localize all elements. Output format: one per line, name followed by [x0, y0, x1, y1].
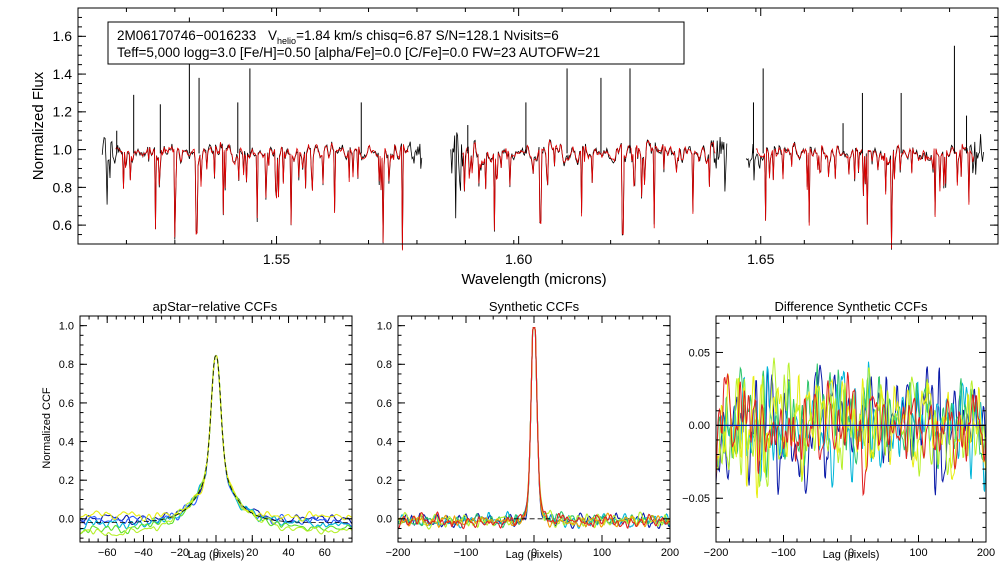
apstar-ccf-x-tick-label: −20: [170, 547, 189, 559]
synthetic-ccf-series-line: [398, 327, 670, 530]
spectrum-y-tick-label: 1.2: [53, 104, 73, 120]
synthetic-ccf-y-tick-label: 0.8: [377, 359, 392, 371]
apstar-ccf-x-axis-label: Lag (pixels): [188, 549, 245, 561]
synthetic-ccf-ticks: −200 −100 0 100 200 0.0 0.2 0.4 0.6 0.8 1.0: [377, 316, 679, 559]
apstar-ccf-x-tick-label: −60: [98, 547, 117, 559]
synthetic-ccf-y-tick-label: 0.0: [377, 514, 392, 526]
ccf1-clipped-group: [80, 354, 352, 537]
apstar-ccf-data-layer: [80, 354, 352, 537]
ccf2-clipped-group: [398, 327, 670, 530]
difference-ccf-x-tick-label: −200: [704, 547, 729, 559]
difference-ccf-data-layer: [716, 357, 986, 499]
annotation-line-1: 2M06170746−0016233 Vhelio=1.84 km/s chis…: [117, 28, 559, 46]
synthetic-ccf-x-tick-label: 0: [531, 547, 537, 559]
spectrum-ticks: 1.55 1.60 1.65 0.6 0.8 1.0 1.2 1.4 1.6: [53, 8, 999, 267]
spectrum-model-line: [115, 142, 409, 251]
apstar-ccf-axes-frame: [79, 315, 353, 543]
apstar-ccf-template-dashed: [80, 355, 352, 524]
spectrum-model-line: [755, 143, 975, 249]
difference-ccf-title: Difference Synthetic CCFs: [775, 299, 928, 314]
spectrum-y-tick-label: 0.8: [53, 179, 73, 195]
difference-ccf-panel: Difference Synthetic CCFs −200 −100 0 100 20…: [682, 299, 995, 561]
spectrum-y-tick-label: 1.0: [53, 142, 73, 158]
apstar-ccf-series-line: [80, 354, 352, 535]
difference-ccf-x-axis-label: Lag (pixels): [823, 549, 880, 561]
spectrum-x-tick-label: 1.65: [747, 251, 774, 267]
difference-ccf-y-tick-label: 0.00: [689, 420, 710, 432]
apstar-ccf-series-line: [80, 354, 352, 537]
synthetic-ccf-y-tick-label: 0.2: [377, 475, 392, 487]
spectrum-y-tick-label: 0.6: [53, 217, 73, 233]
spectrum-y-tick-label: 1.6: [53, 28, 73, 44]
difference-ccf-ticks: −200 −100 0 100 200 −0.05 0.00 0.05: [682, 316, 995, 559]
annotation-vhelio-subscript: helio: [277, 36, 296, 46]
spectrum-panel: 1.55 1.60 1.65 0.6 0.8 1.0 1.2 1.4 1.6 2M0617074…: [30, 7, 999, 288]
apstar-ccf-y-tick-label: 0.6: [59, 398, 74, 410]
apstar-ccf-x-tick-label: 40: [282, 547, 294, 559]
apstar-ccf-ticks: −60 −40 −20 0 20 40 60 0.0 0.2 0.4 0.6 0.8 1.0: [59, 316, 353, 559]
apstar-ccf-series-line: [80, 354, 352, 530]
spectrum-axes-frame: [77, 7, 999, 245]
synthetic-ccf-title: Synthetic CCFs: [489, 299, 580, 314]
difference-ccf-x-tick-label: 100: [909, 547, 927, 559]
apstar-ccf-series-line: [80, 354, 352, 528]
synthetic-ccf-y-tick-label: 0.4: [377, 436, 392, 448]
spectrum-x-tick-label: 1.60: [505, 251, 532, 267]
annotation-star-id: 2M06170746−0016233: [117, 28, 256, 43]
synthetic-ccf-data-layer: [398, 327, 670, 530]
apstar-ccf-title: apStar−relative CCFs: [153, 299, 278, 314]
synthetic-ccf-x-axis-label: Lag (pixels): [506, 549, 563, 561]
synthetic-ccf-series-line: [398, 327, 670, 530]
synthetic-ccf-panel: Synthetic CCFs −200 −100 0 100 200 0.0 0.2 0.4 0…: [377, 299, 679, 561]
apstar-ccf-y-tick-label: 1.0: [59, 321, 74, 333]
ccf3-clipped-group: [716, 357, 986, 499]
synthetic-ccf-axes-frame: [397, 315, 671, 543]
apstar-ccf-panel: apStar−relative CCFs −60 −40 −20 0 20 40 60 0.0…: [41, 299, 353, 561]
synthetic-ccf-x-tick-label: 200: [661, 547, 679, 559]
spectrum-x-tick-label: 1.55: [263, 251, 290, 267]
synthetic-ccf-series-line: [398, 327, 670, 530]
annotation-line-2: Teff=5,000 logg=3.0 [Fe/H]=0.50 [alpha/F…: [117, 45, 600, 60]
difference-ccf-y-tick-label: −0.05: [682, 493, 710, 505]
difference-ccf-series-line: [716, 372, 986, 497]
apstar-ccf-series-line: [80, 354, 352, 522]
apstar-ccf-y-tick-label: 0.4: [59, 436, 74, 448]
difference-ccf-series-line: [716, 361, 986, 492]
spectrum-y-axis-label: Normalized Flux: [30, 71, 47, 180]
synthetic-ccf-x-tick-label: −200: [386, 547, 411, 559]
apstar-ccf-x-tick-label: 60: [319, 547, 331, 559]
synthetic-ccf-series-line: [398, 327, 670, 529]
synthetic-ccf-x-tick-label: −100: [454, 547, 479, 559]
difference-ccf-y-tick-label: 0.05: [689, 347, 710, 359]
annotation-box-frame: [107, 21, 685, 65]
synthetic-ccf-series-line: [398, 327, 670, 530]
difference-ccf-x-tick-label: 200: [977, 547, 995, 559]
apstar-ccf-y-tick-label: 0.2: [59, 475, 74, 487]
apstar-ccf-y-axis-label: Normalized CCF: [41, 387, 53, 469]
apstar-ccf-x-tick-label: 0: [213, 547, 219, 559]
difference-ccf-x-tick-label: −100: [771, 547, 796, 559]
difference-ccf-x-tick-label: 0: [848, 547, 854, 559]
spectrum-y-tick-label: 1.4: [53, 66, 73, 82]
apstar-ccf-series-line: [80, 354, 352, 525]
spectrum-observed-line: [745, 134, 984, 250]
spectrum-annotation-box: 2M06170746−0016233 Vhelio=1.84 km/s chis…: [107, 21, 685, 65]
spectrum-x-axis-label: Wavelength (microns): [461, 271, 606, 288]
synthetic-ccf-series-line: [398, 327, 670, 529]
synthetic-ccf-x-tick-label: 100: [593, 547, 611, 559]
annotation-line-1-values: =1.84 km/s chisq=6.87 S/N=128.1 Nvisits=…: [296, 28, 559, 43]
apstar-ccf-x-tick-label: 20: [246, 547, 258, 559]
synthetic-ccf-y-tick-label: 1.0: [377, 321, 392, 333]
apstar-ccf-y-tick-label: 0.8: [59, 359, 74, 371]
spectrum-model-line: [462, 139, 716, 236]
spectrum-data-layer: [101, 17, 984, 251]
apstar-ccf-y-tick-label: 0.0: [59, 514, 74, 526]
apstar-ccf-x-tick-label: −40: [134, 547, 153, 559]
synthetic-ccf-y-tick-label: 0.6: [377, 398, 392, 410]
annotation-vhelio-symbol: V: [268, 28, 277, 43]
